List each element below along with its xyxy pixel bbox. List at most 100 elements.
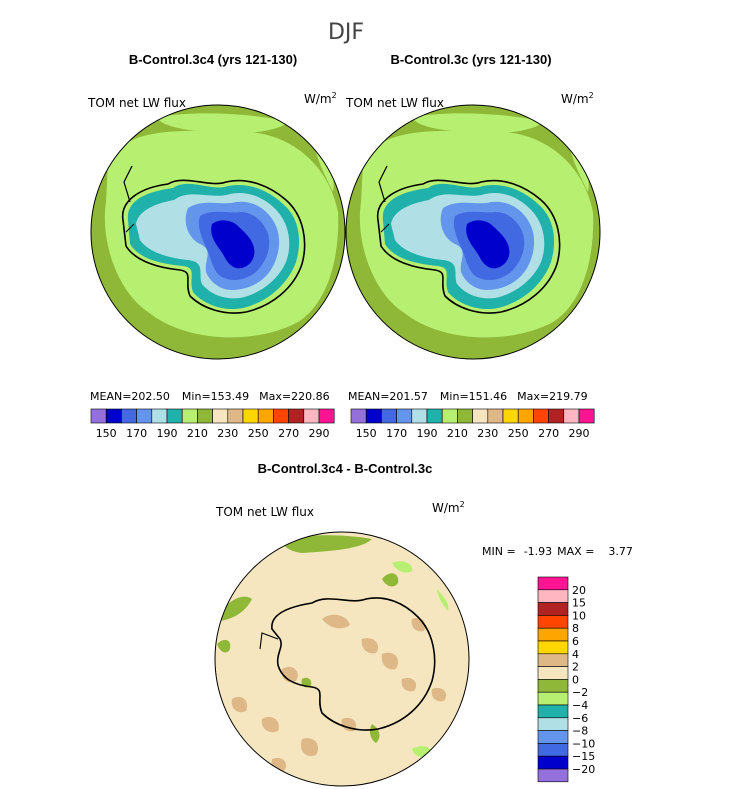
colorbar-tick-label: 290	[309, 427, 330, 440]
panel-diff: B-Control.3c4 - B-Control.3c TOM net LW …	[214, 461, 633, 787]
polar-map-right	[346, 105, 600, 359]
panel-diff-title: B-Control.3c4 - B-Control.3c	[258, 461, 433, 476]
colorbar-swatch	[426, 408, 443, 424]
colorbar-swatch	[578, 408, 595, 424]
panel-diff-stats: MIN = -1.93 MAX = 3.77	[482, 545, 633, 558]
colorbar-swatch	[537, 730, 569, 744]
panel-diff-variable: TOM net LW flux	[215, 505, 314, 519]
colorbar-tick-label: −10	[572, 737, 595, 750]
colorbar-swatch	[227, 408, 244, 424]
colorbar-swatch	[537, 666, 569, 680]
colorbar-swatch	[487, 408, 504, 424]
colorbar-tick-label: 230	[217, 427, 238, 440]
panel-diff-units: W/m2	[432, 500, 465, 515]
colorbar-swatch	[537, 627, 569, 642]
panel-left-stats: MEAN=202.50 Min=153.49 Max=220.86	[90, 390, 330, 403]
colorbar-swatch	[537, 704, 569, 719]
colorbar-swatch	[517, 408, 534, 424]
colorbar-swatch	[537, 755, 569, 770]
panel-right-title: B-Control.3c (yrs 121-130)	[390, 52, 551, 67]
panel-right: B-Control.3c (yrs 121-130) TOM net LW fl…	[345, 52, 601, 440]
colorbar-swatch	[411, 408, 428, 424]
panel-right-variable: TOM net LW flux	[345, 96, 444, 110]
colorbar-tick-label: 150	[356, 427, 377, 440]
panel-left-title: B-Control.3c4 (yrs 121-130)	[129, 52, 297, 67]
colorbar-swatch	[533, 408, 549, 424]
polar-map-left	[91, 105, 345, 359]
colorbar-swatch	[537, 768, 569, 783]
colorbar-tick-label: 170	[126, 427, 147, 440]
colorbar-tick-label: 270	[538, 427, 559, 440]
colorbar-swatch	[242, 408, 259, 424]
colorbar-swatch	[502, 408, 519, 424]
colorbar-tick-label: 210	[187, 427, 208, 440]
colorbar-swatch	[537, 653, 569, 667]
colorbar-tick-label: 270	[278, 427, 299, 440]
colorbar-swatch	[441, 408, 458, 424]
colorbar-swatch	[537, 576, 569, 591]
colorbar-tick-label: 170	[386, 427, 407, 440]
colorbar-tick-label: −8	[572, 725, 588, 738]
colorbar-swatch	[537, 679, 569, 693]
colorbar-tick-label: 8	[572, 622, 579, 635]
colorbar-tick-label: −2	[572, 686, 588, 699]
colorbar-swatch	[537, 717, 569, 731]
polar-map-right-border	[345, 104, 601, 360]
colorbar-tick-label: −4	[572, 699, 588, 712]
colorbar-tick-label: 290	[569, 427, 590, 440]
colorbar-swatch	[381, 408, 397, 424]
colorbar-swatch	[537, 615, 569, 629]
colorbar-tick-label: −6	[572, 712, 588, 725]
colorbar-swatch	[537, 640, 569, 655]
colorbar-tick-label: 250	[248, 427, 269, 440]
colorbar-swatch	[396, 408, 413, 424]
colorbar-tick-label: 6	[572, 635, 579, 648]
panel-left-variable: TOM net LW flux	[87, 96, 186, 110]
colorbar-tick-label: 4	[572, 648, 579, 661]
colorbar-swatch	[537, 691, 569, 706]
colorbar-swatch	[537, 589, 569, 603]
colorbar-swatch	[537, 602, 569, 616]
colorbar-swatch	[151, 408, 168, 424]
colorbar-tick-label: 20	[572, 584, 586, 597]
colorbar-swatch	[181, 408, 198, 424]
colorbar-tick-label: 10	[572, 609, 586, 622]
colorbar-swatch	[197, 408, 213, 424]
colorbar-swatch	[166, 408, 183, 424]
polar-map-diff-border	[214, 531, 470, 787]
panel-right-units: W/m2	[561, 91, 594, 106]
colorbar-tick-label: 190	[417, 427, 438, 440]
colorbar-tick-label: −15	[572, 750, 595, 763]
colorbar-tick-label: 0	[572, 673, 579, 686]
colorbar-swatch	[548, 408, 565, 424]
colorbar-tick-label: 250	[508, 427, 529, 440]
colorbar-swatch	[472, 408, 489, 424]
colorbar-tick-label: 230	[477, 427, 498, 440]
colorbar-tick-label: −20	[572, 763, 595, 776]
colorbar-right: 150 170 190 210 230 250 270 290	[350, 408, 595, 440]
colorbar-tick-label: 15	[572, 597, 586, 610]
colorbar-swatch	[288, 408, 305, 424]
colorbar-swatch	[318, 408, 335, 424]
colorbar-left: 150 170 190 210 230 250 270 290	[90, 408, 335, 440]
colorbar-swatch	[457, 408, 473, 424]
colorbar-tick-label: 210	[447, 427, 468, 440]
colorbar-swatch	[136, 408, 153, 424]
colorbar-tick-label: 2	[572, 661, 579, 674]
colorbar-swatch	[365, 408, 382, 424]
polar-map-left-border	[90, 104, 346, 360]
colorbar-swatch	[212, 408, 229, 424]
colorbar-swatch	[121, 408, 137, 424]
panel-left: B-Control.3c4 (yrs 121-130) TOM net LW f…	[87, 52, 346, 440]
panel-left-units: W/m2	[304, 91, 337, 106]
colorbar-swatch	[303, 408, 320, 424]
colorbar-swatch	[350, 408, 367, 424]
polar-map-diff	[215, 532, 469, 786]
colorbar-swatch	[105, 408, 122, 424]
colorbar-swatch	[537, 743, 569, 757]
colorbar-tick-label: 150	[96, 427, 117, 440]
panel-right-stats: MEAN=201.57 Min=151.46 Max=219.79	[348, 390, 588, 403]
colorbar-tick-label: 190	[157, 427, 178, 440]
